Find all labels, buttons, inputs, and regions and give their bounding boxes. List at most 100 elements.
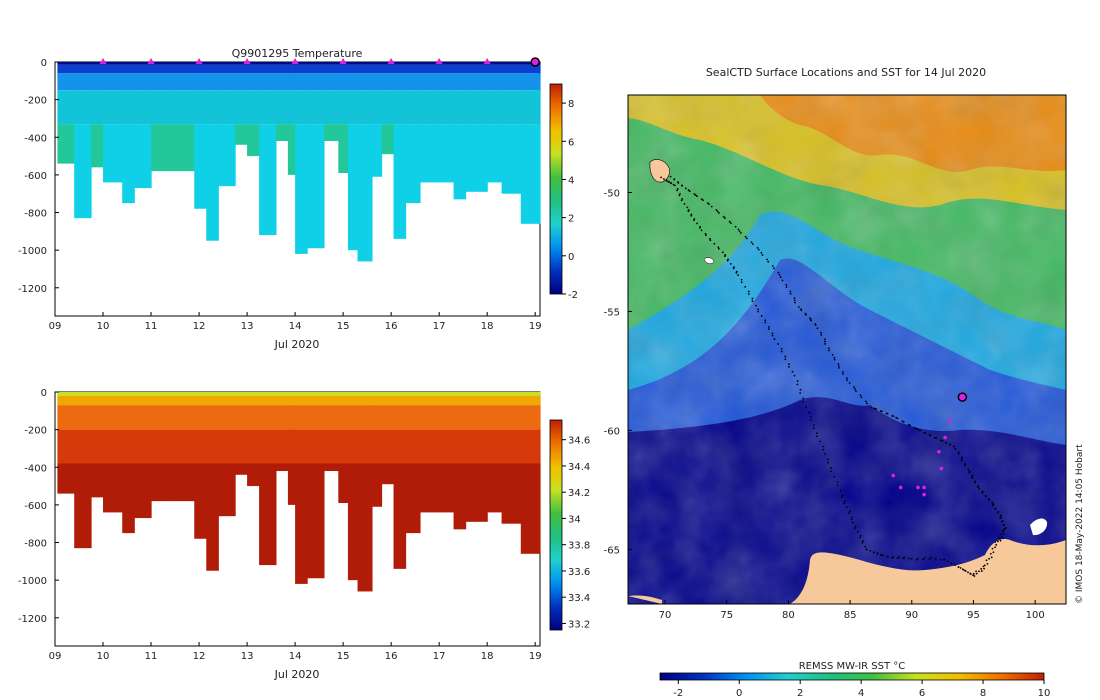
track-point xyxy=(977,485,980,487)
track-point xyxy=(804,312,807,315)
track-point xyxy=(948,443,951,446)
track-point xyxy=(688,190,691,193)
track-point xyxy=(830,470,832,473)
track-point xyxy=(851,516,853,519)
track-point xyxy=(773,338,776,340)
surface-marker xyxy=(243,58,251,64)
track-point xyxy=(854,527,856,529)
map-y-ticks: -50 -55 -60 -65 xyxy=(604,189,632,556)
temperature-profile xyxy=(206,62,219,241)
track-point xyxy=(665,179,668,182)
track-point xyxy=(975,572,978,575)
x-tick-label: 18 xyxy=(481,321,494,332)
track-point xyxy=(789,290,792,293)
track-point xyxy=(819,440,821,443)
track-point xyxy=(784,355,787,358)
track-point xyxy=(830,467,833,469)
temperature-profile xyxy=(381,62,395,155)
track-point xyxy=(740,281,743,284)
track-point xyxy=(755,304,757,307)
track-point xyxy=(814,323,817,325)
temperature-panel: Q9901295 Temperature 0 -200 -400 -600 -800 -1… xyxy=(18,47,578,351)
y-tick-label: -600 xyxy=(24,171,47,182)
track-point xyxy=(681,197,684,200)
track-point xyxy=(780,350,783,353)
track-point xyxy=(757,310,760,313)
colorbar-tick-label: 0 xyxy=(568,252,574,263)
track-point xyxy=(1002,530,1004,532)
x-tick-label: 17 xyxy=(433,321,446,332)
x-tick-label: 15 xyxy=(337,651,350,662)
track-point xyxy=(737,274,739,277)
track-point xyxy=(870,406,873,409)
lon-tick-label: 80 xyxy=(782,610,795,621)
track-point xyxy=(757,308,759,311)
track-point xyxy=(678,194,681,197)
x-tick-label: 15 xyxy=(337,321,350,332)
colorbar-tick-label: 33.8 xyxy=(568,541,590,552)
track-point xyxy=(805,406,807,409)
track-point xyxy=(809,317,811,320)
track-point xyxy=(778,274,781,276)
salinity-profile xyxy=(338,392,349,504)
kerguelen-island xyxy=(649,159,670,183)
track-point xyxy=(1001,536,1004,539)
x-tick-label: 09 xyxy=(49,321,62,332)
track-point xyxy=(967,571,969,574)
salinity-profile xyxy=(537,392,541,554)
temperature-profile xyxy=(259,62,277,236)
track-point xyxy=(680,199,683,202)
colorbar-tick-label: 2 xyxy=(568,214,574,225)
track-point xyxy=(848,512,851,515)
track-point xyxy=(789,292,792,295)
track-point xyxy=(969,572,972,575)
track-point xyxy=(744,285,747,288)
temperature-profile xyxy=(218,62,236,187)
track-point xyxy=(859,534,862,537)
track-point xyxy=(709,239,712,242)
track-point xyxy=(771,332,774,335)
colorbar-tick-label: 33.4 xyxy=(568,593,590,604)
salinity-profile xyxy=(170,392,195,502)
antarctic-land xyxy=(628,539,1066,604)
heard-island xyxy=(703,257,715,264)
track-point xyxy=(864,400,867,403)
track-point xyxy=(679,193,681,195)
track-point xyxy=(673,178,676,181)
track-point xyxy=(721,251,724,254)
x-tick-label: 10 xyxy=(97,321,110,332)
track-point xyxy=(990,556,993,559)
track-point xyxy=(751,243,754,245)
recent-position xyxy=(898,485,903,490)
sst-colorbar-tick-label: 4 xyxy=(858,688,864,699)
track-point xyxy=(840,496,843,499)
track-point xyxy=(696,222,698,225)
x-tick-label: 11 xyxy=(145,321,158,332)
track-point xyxy=(843,500,846,503)
lat-tick-label: -60 xyxy=(604,426,620,437)
temperature-profile xyxy=(103,62,123,183)
track-point xyxy=(907,557,910,560)
recent-positions xyxy=(891,419,952,497)
temperature-profile xyxy=(453,62,467,200)
track-point xyxy=(780,347,783,350)
seal-track xyxy=(660,175,1007,577)
track-point xyxy=(739,231,742,234)
track-point xyxy=(797,306,800,308)
track-point xyxy=(903,556,906,559)
track-point xyxy=(793,374,796,377)
track-point xyxy=(709,237,711,240)
track-point xyxy=(862,540,864,543)
colorbar-tick-label: 34 xyxy=(568,514,581,525)
x-tick-label: 19 xyxy=(529,651,542,662)
track-point xyxy=(851,521,854,524)
colorbar-tick-label: 34.2 xyxy=(568,488,590,499)
track-point xyxy=(842,373,844,375)
track-point xyxy=(827,347,830,350)
track-point xyxy=(923,557,926,560)
track-point xyxy=(764,319,767,322)
x-tick-label: 09 xyxy=(49,651,62,662)
sst-colorbar xyxy=(659,672,1045,681)
track-point xyxy=(992,551,995,554)
salinity-profile xyxy=(347,392,359,581)
